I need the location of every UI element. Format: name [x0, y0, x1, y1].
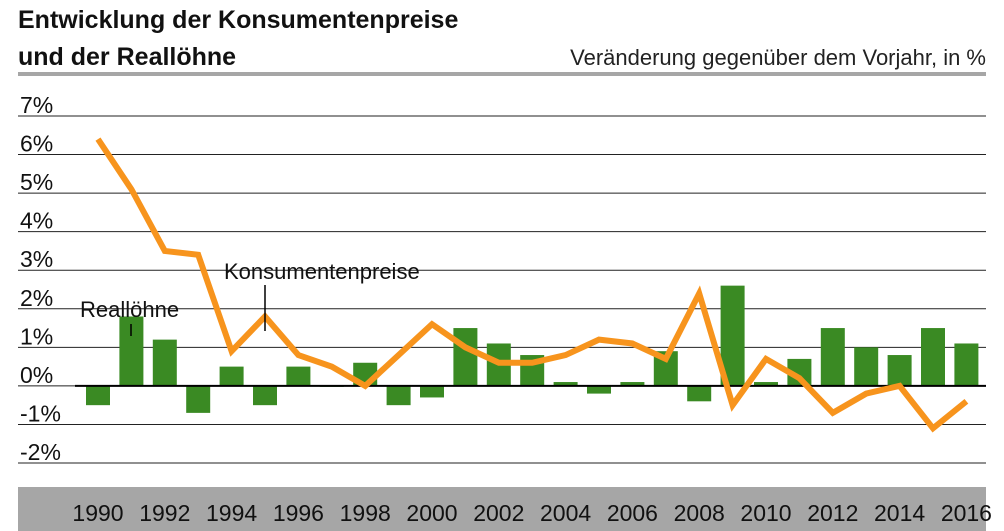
- bar-series-realloehne: [86, 285, 979, 413]
- bar-realloehne: [553, 382, 578, 386]
- y-tick-label: 4%: [20, 208, 53, 234]
- bar-realloehne: [186, 385, 211, 413]
- x-tick-label: 2002: [473, 500, 524, 526]
- x-tick-label: 1994: [206, 500, 257, 526]
- bar-realloehne: [620, 382, 645, 386]
- bar-realloehne: [754, 382, 778, 386]
- line-konsumentenpreise: [95, 137, 969, 433]
- y-axis-ticks: 7% 6% 5% 4% 3% 2% 1% 0% -1% -2%: [20, 92, 61, 465]
- y-tick-label: 5%: [20, 169, 53, 195]
- bar-realloehne: [119, 316, 144, 386]
- y-tick-label: 7%: [20, 92, 53, 118]
- y-tick-label: 1%: [20, 323, 53, 349]
- bar-realloehne: [854, 347, 879, 386]
- y-tick-label: 0%: [20, 362, 53, 388]
- x-tick-label: 2010: [740, 500, 791, 526]
- x-tick-label: 2016: [941, 500, 992, 526]
- x-axis-band: [18, 487, 986, 531]
- bar-realloehne: [453, 328, 478, 386]
- x-tick-label: 2008: [674, 500, 725, 526]
- x-tick-label: 1996: [273, 500, 324, 526]
- x-tick-label: 1990: [72, 500, 123, 526]
- bar-realloehne: [887, 355, 912, 386]
- bar-realloehne: [253, 385, 277, 406]
- bar-realloehne: [219, 366, 244, 386]
- bar-realloehne: [420, 385, 444, 398]
- x-tick-label: 2012: [807, 500, 858, 526]
- x-tick-label: 2004: [540, 500, 591, 526]
- bar-realloehne: [921, 328, 945, 386]
- x-tick-label: 1992: [139, 500, 190, 526]
- title-separator: [18, 72, 986, 76]
- annotation-realloehne: Reallöhne: [80, 297, 179, 322]
- bar-realloehne: [820, 328, 845, 386]
- chart-title-line2: und der Reallöhne: [18, 43, 236, 71]
- bar-realloehne: [152, 339, 177, 386]
- y-tick-label: -2%: [20, 439, 61, 465]
- bar-realloehne: [954, 343, 979, 386]
- x-tick-label: 2014: [874, 500, 925, 526]
- x-axis-ticks: 1990 1992 1994 1996 1998 2000 2002 2004 2006 2008…: [72, 500, 992, 526]
- y-tick-label: 3%: [20, 246, 53, 272]
- annotation-konsumentenpreise: Konsumentenpreise: [224, 259, 420, 284]
- y-tick-label: 2%: [20, 285, 53, 311]
- x-tick-label: 1998: [340, 500, 391, 526]
- x-tick-label: 2006: [607, 500, 658, 526]
- chart-subtitle: Veränderung gegenüber dem Vorjahr, in %: [570, 45, 986, 70]
- bar-realloehne: [687, 385, 712, 402]
- bar-realloehne: [86, 385, 110, 406]
- bar-realloehne: [286, 366, 311, 386]
- chart-title-line1: Entwicklung der Konsumentenpreise: [18, 6, 458, 34]
- x-tick-label: 2000: [406, 500, 457, 526]
- y-tick-label: -1%: [20, 400, 61, 426]
- y-tick-label: 6%: [20, 131, 53, 157]
- line-series-konsumentenpreise: [95, 137, 969, 433]
- bar-realloehne: [587, 385, 611, 394]
- bar-realloehne: [386, 385, 411, 406]
- gridlines: [18, 115, 986, 464]
